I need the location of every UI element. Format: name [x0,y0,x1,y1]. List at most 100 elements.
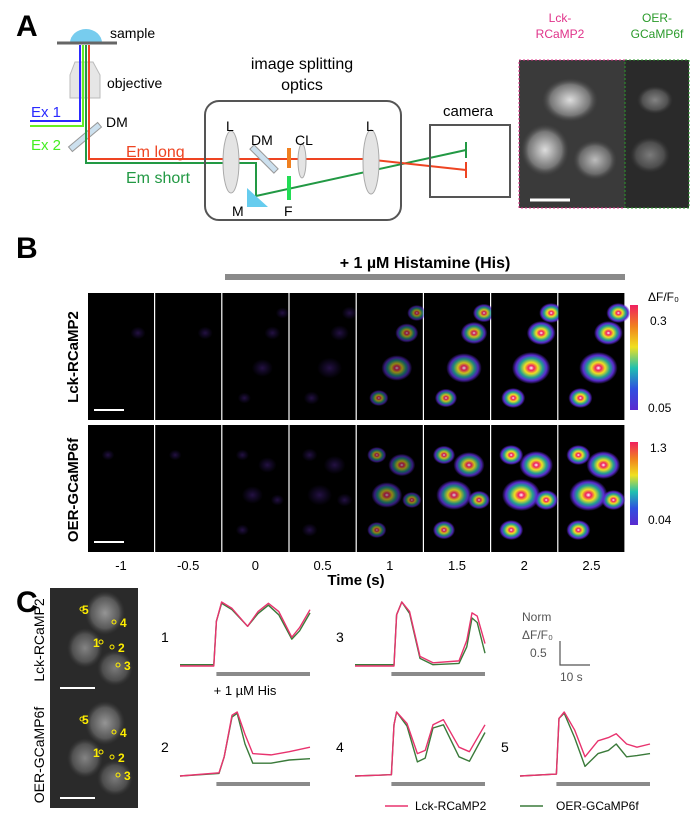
trace-panel-1: 1 [161,601,311,676]
cell-signal [241,486,263,504]
cbar1-min: 0.05 [648,401,672,415]
frame-oer-2 [222,425,289,552]
cell-signal [502,479,541,511]
cell-signal [275,307,289,319]
cell-signal [336,493,353,507]
time-tick: 1 [386,558,393,573]
cell-signal [467,490,491,510]
image-label-lck-2: RCaMP2 [536,27,585,41]
roi-marker [115,772,121,778]
cl-label: CL [295,132,313,148]
cell-signal [432,520,456,540]
time-tick: -0.5 [177,558,199,573]
roi-image-lck: 5 4 1 2 3 [50,588,138,698]
time-tick: 0.5 [314,558,332,573]
roi-label: 4 [120,726,127,740]
roi-marker [111,619,117,625]
camera-label: camera [443,103,494,120]
cell-signal [594,321,623,345]
stimulus-bar [391,782,485,786]
panel-c: C Lck-RCaMP2 OER-GCaMP6f 5 4 1 2 3 5 4 1 2 3 1 3 2 4… [16,586,651,813]
mirror-prism [247,188,268,207]
colorbar-lck [630,305,638,410]
time-tick: -1 [115,558,127,573]
cell-signal [436,480,472,510]
trace-panels: 1 3 2 4 5 [161,601,651,786]
trace-panel-number: 1 [161,629,169,645]
row-label-c-oer: OER-GCaMP6f [31,707,47,804]
roi-marker [111,729,117,735]
trace-panel-number: 4 [336,739,344,755]
sample-label: sample [110,25,155,41]
roi-marker [109,644,115,650]
cell-signal [317,357,343,379]
trace-panel-number: 5 [501,739,509,755]
panel-label-c: C [16,586,38,619]
cell-signal [446,353,482,383]
panel-b: B + 1 µM Histamine (His) Lck-RCaMP2 OER-… [16,232,679,589]
cell-signal [323,455,346,475]
frame-lck-3 [289,293,358,420]
stimulus-label: + 1 µM Histamine (His) [340,255,511,272]
stimulus-bar [216,672,310,676]
trace-panel-number: 2 [161,739,169,755]
trace-lck [180,601,311,667]
roi-marker [98,749,104,755]
cell-signal [367,522,387,538]
panel-a: A sample objective Ex 1 Ex 2 DM Em long … [16,10,690,221]
cell-signal [569,479,608,511]
cell-signal [499,445,524,465]
cell-signal [395,323,419,343]
row-label-c-lck: Lck-RCaMP2 [31,598,47,681]
frame-lck-6 [491,293,564,420]
roi-label: 1 [93,636,100,650]
cell-signal [566,520,591,540]
cell-signal [534,490,559,510]
em-long-label: Em long [126,144,185,161]
row-label-oer: OER-GCaMP6f [65,437,82,542]
roi-label: 5 [82,713,89,727]
cell-signal [501,388,526,408]
em-short-beam [85,45,467,198]
roi-label: 1 [93,746,100,760]
cell-signal [101,449,115,461]
trace-oer [179,712,311,777]
cell-signal [307,484,333,506]
lens-left-label: L [226,118,234,134]
trace-panel-5: 5 [501,711,651,786]
frame-lck-2 [222,293,289,420]
scale-bar-c [559,641,590,666]
cbar1-max: 0.3 [650,314,667,328]
cell-signal [519,451,553,479]
image-label-oer-2: GCaMP6f [631,27,684,41]
cell-signal [539,303,564,323]
time-axis-label: Time (s) [327,572,384,589]
camera-box [429,124,511,198]
cylindrical-lens [297,143,307,179]
cell-signal [270,494,284,506]
stimulus-bar [225,274,625,280]
roi-label: 2 [118,751,125,765]
roi-label: 2 [118,641,125,655]
lens-right-label: L [366,118,374,134]
roi-marker [79,716,85,722]
trace-lck [519,711,651,777]
cell-signal [472,303,496,323]
ex2-label: Ex 2 [31,137,61,154]
frame-oer-1 [155,425,222,552]
roi-label: 4 [120,616,127,630]
scale-x-label: 10 s [560,670,583,684]
cell-signal [301,448,318,462]
time-lapse-frames [88,293,631,552]
cell-signal [407,305,427,321]
roi-images: 5 4 1 2 3 5 4 1 2 3 [50,588,138,808]
ex1-label: Ex 1 [31,104,61,121]
stimulus-bar [216,782,310,786]
trace-panel-3: 3 [336,601,486,676]
cell-signal [566,445,591,465]
legend-label-lck: Lck-RCaMP2 [415,799,487,813]
split-image [518,59,690,209]
cell-signal [432,445,456,465]
cell-signal [586,451,621,479]
